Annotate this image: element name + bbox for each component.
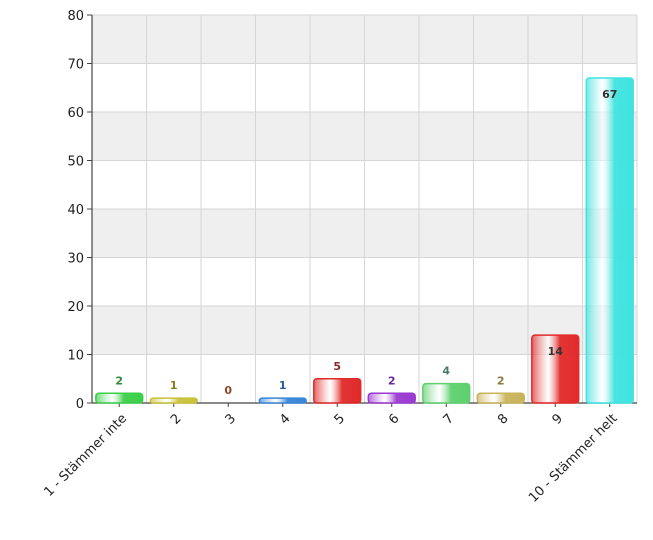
y-tick-label: 60 (67, 106, 84, 121)
data-label: 0 (224, 384, 232, 397)
data-label: 2 (497, 374, 505, 387)
y-tick-label: 20 (67, 300, 84, 315)
bars (95, 77, 634, 404)
x-tick-label: 10 - Stämmer helt (526, 411, 620, 505)
bar (313, 378, 362, 404)
data-label: 2 (115, 374, 123, 387)
data-label: 2 (388, 374, 396, 387)
x-tick-label: 4 (277, 411, 293, 427)
data-label: 67 (602, 88, 617, 101)
y-tick-label: 40 (67, 203, 84, 218)
bar (258, 397, 307, 404)
x-tick-label: 9 (550, 411, 566, 427)
x-tick-label: 8 (495, 411, 511, 427)
data-label: 4 (442, 365, 450, 378)
data-label: 14 (548, 345, 564, 358)
x-tick-label: 5 (332, 411, 348, 427)
y-axis-ticks: 0 10 20 30 40 50 60 70 80 (67, 9, 84, 412)
x-tick-label: 2 (168, 411, 184, 427)
y-tick-label: 80 (67, 9, 84, 24)
data-label: 1 (279, 379, 287, 392)
bar (422, 382, 471, 404)
x-axis-ticks: 1 - Stämmer inte 2 3 4 5 6 7 8 910 - Stämmer hel… (41, 411, 620, 505)
y-tick-label: 30 (67, 252, 84, 267)
bar (149, 397, 198, 404)
y-tick-label: 70 (67, 58, 84, 73)
x-tick-label: 6 (386, 411, 402, 427)
bar (585, 77, 634, 404)
data-label: 5 (333, 360, 341, 373)
x-tick-label: 7 (441, 411, 457, 427)
bar (367, 392, 416, 404)
data-labels: 2 1 0 1 5 2 4 2 14 67 (115, 88, 617, 397)
y-tick-label: 50 (67, 155, 84, 170)
x-tick-label: 1 - Stämmer inte (41, 411, 130, 500)
y-tick-label: 0 (76, 397, 84, 412)
bar (476, 392, 525, 404)
data-label: 1 (170, 379, 178, 392)
bar (531, 334, 580, 404)
x-tick-label: 3 (223, 411, 239, 427)
bar (95, 392, 144, 404)
y-tick-label: 10 (67, 349, 84, 364)
